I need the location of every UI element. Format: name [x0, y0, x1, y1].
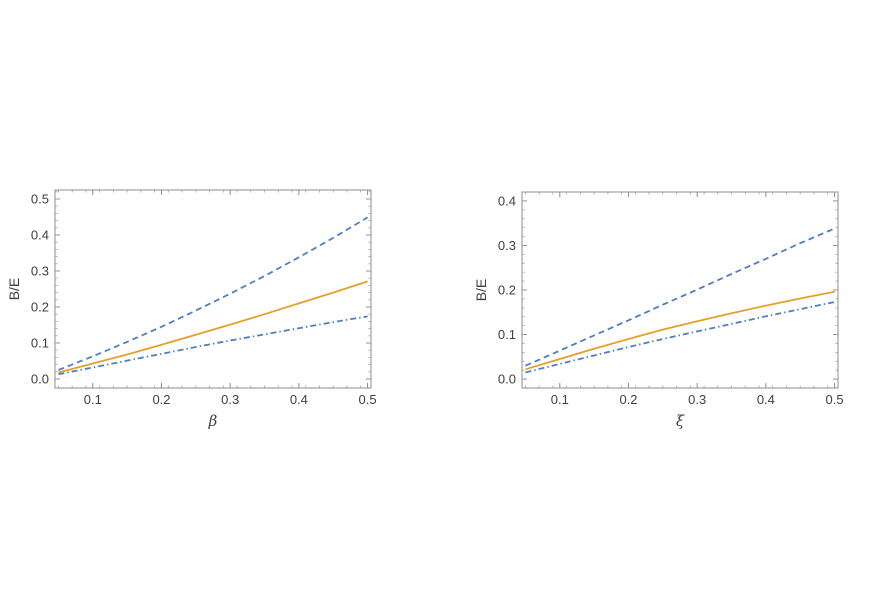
- y-tick-label: 0.4: [498, 193, 516, 208]
- x-tick-label: 0.4: [290, 392, 308, 407]
- y-tick-label: 0.4: [31, 228, 49, 243]
- y-tick-label: 0.3: [31, 264, 49, 279]
- x-tick-label: 0.3: [688, 392, 706, 407]
- y-tick-label: 0.2: [31, 300, 49, 315]
- y-tick-label: 0.1: [31, 336, 49, 351]
- series-line-solid: [58, 280, 368, 374]
- plot-frame: [521, 191, 839, 389]
- x-axis-label: β: [208, 412, 218, 430]
- y-tick-label: 0.2: [498, 283, 516, 298]
- y-axis-label: B/E: [473, 279, 489, 302]
- x-axis-label: ξ: [676, 412, 685, 430]
- y-axis-label: B/E: [6, 278, 22, 301]
- x-tick-label: 0.1: [551, 392, 569, 407]
- chart-beta: 0.1 0.2 0.3 0.4 0.5 0.0 0.1 0.2 0.3 0.4 0.5 β B/E: [6, 189, 377, 430]
- x-tick-label: 0.3: [221, 392, 239, 407]
- x-tick-label: 0.4: [757, 392, 775, 407]
- series-line-dashdot: [525, 301, 835, 374]
- series-line-dashed: [525, 227, 835, 367]
- series-line-dashed: [58, 216, 369, 371]
- y-tick-label: 0.0: [498, 372, 516, 387]
- chart-xi: 0.1 0.2 0.3 0.4 0.5 0.0 0.1 0.2 0.3 0.4 ξ B/E: [473, 191, 844, 430]
- x-tick-label: 0.5: [826, 392, 844, 407]
- y-tick-label: 0.5: [31, 192, 49, 207]
- y-tick-label: 0.3: [498, 238, 516, 253]
- plot-frame: [54, 189, 372, 389]
- series-line-solid: [525, 290, 835, 371]
- x-tick-label: 0.2: [152, 392, 170, 407]
- y-tick-label: 0.0: [31, 372, 49, 387]
- x-tick-label: 0.1: [84, 392, 102, 407]
- x-tick-label: 0.5: [359, 392, 377, 407]
- x-tick-label: 0.2: [619, 392, 637, 407]
- series-line-dashdot: [58, 315, 368, 376]
- y-tick-label: 0.1: [498, 327, 516, 342]
